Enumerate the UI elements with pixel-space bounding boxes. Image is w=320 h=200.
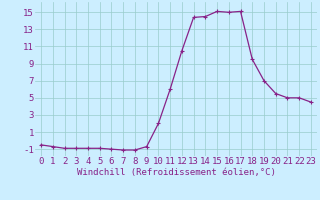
X-axis label: Windchill (Refroidissement éolien,°C): Windchill (Refroidissement éolien,°C) — [76, 168, 276, 177]
